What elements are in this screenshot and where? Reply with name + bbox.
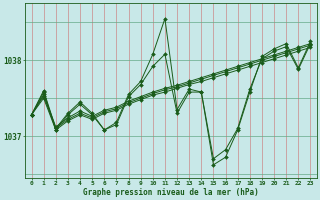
X-axis label: Graphe pression niveau de la mer (hPa): Graphe pression niveau de la mer (hPa) [83, 188, 259, 197]
